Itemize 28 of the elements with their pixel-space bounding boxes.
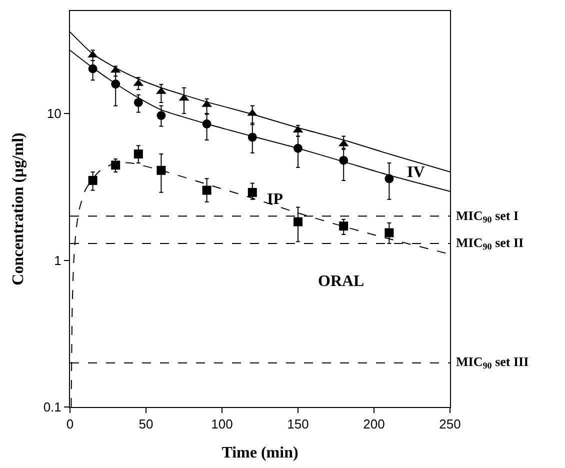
- point: [294, 217, 302, 226]
- x-axis-title: Time (min): [222, 444, 298, 462]
- ref-line-label: MIC$_{90}$ set I: [456, 208, 519, 225]
- point: [384, 228, 394, 238]
- y-tick-label: 0.1: [43, 400, 62, 415]
- x-tick-label: 200: [363, 416, 385, 432]
- point: [88, 176, 98, 185]
- x-tick-label: 250: [439, 416, 461, 432]
- x-tick-label: 0: [66, 416, 74, 432]
- x-tick-label: 50: [138, 416, 154, 432]
- point: [134, 98, 143, 107]
- point: [156, 166, 166, 175]
- point: [156, 111, 166, 120]
- point: [111, 160, 120, 170]
- annotation: IP: [267, 191, 284, 208]
- y-tick-label: 1: [54, 252, 62, 268]
- point: [134, 150, 143, 159]
- y-tick-label: 10: [46, 106, 62, 122]
- point: [339, 222, 348, 231]
- ref-line-label: MIC$_{90}$ set III: [456, 354, 529, 371]
- annotation: ORAL: [318, 273, 364, 290]
- ref-line-label: MIC$_{90}$ set II: [456, 235, 524, 252]
- x-tick-label: 100: [211, 416, 233, 432]
- y-axis-title: Concentration (µg/ml): [10, 132, 28, 286]
- x-tick-label: 150: [287, 416, 309, 432]
- annotation: IV: [407, 164, 426, 181]
- point: [248, 188, 257, 197]
- point: [202, 186, 212, 195]
